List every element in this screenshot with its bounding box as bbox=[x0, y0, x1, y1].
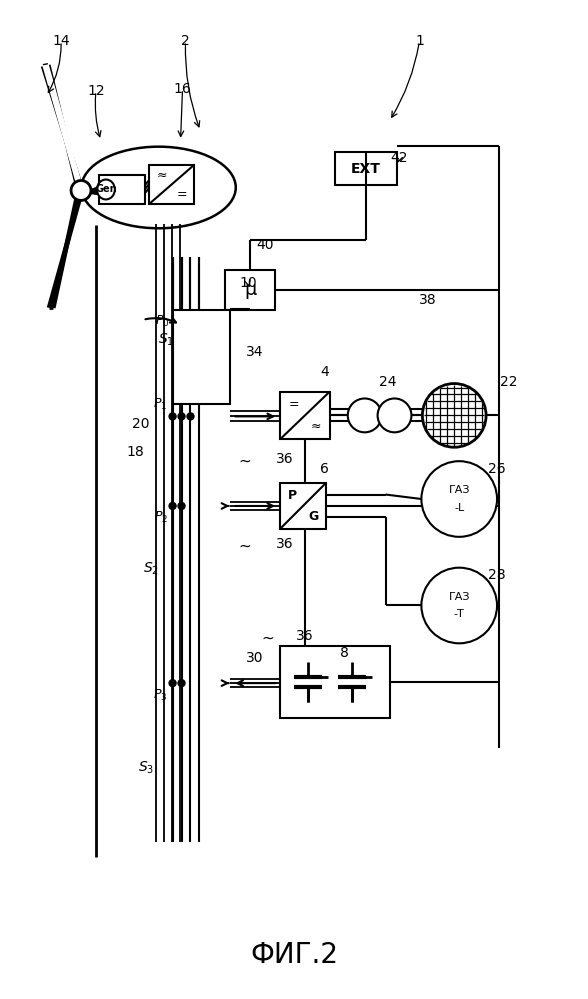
Text: 38: 38 bbox=[419, 293, 436, 307]
Text: =: = bbox=[288, 398, 299, 411]
Text: Gen: Gen bbox=[95, 185, 116, 195]
Ellipse shape bbox=[97, 180, 115, 200]
Text: 4: 4 bbox=[320, 365, 329, 379]
Text: ФИГ.2: ФИГ.2 bbox=[250, 941, 338, 969]
Text: 36: 36 bbox=[276, 536, 294, 550]
Text: $P_2$: $P_2$ bbox=[153, 510, 168, 525]
Bar bbox=[172, 310, 230, 405]
Text: μ: μ bbox=[244, 281, 256, 300]
Circle shape bbox=[178, 679, 185, 686]
Circle shape bbox=[169, 502, 176, 509]
Circle shape bbox=[71, 181, 91, 201]
Circle shape bbox=[178, 413, 185, 420]
Bar bbox=[280, 484, 326, 528]
Text: 10: 10 bbox=[239, 276, 257, 290]
Bar bbox=[335, 152, 396, 186]
Text: ≈: ≈ bbox=[311, 420, 322, 433]
Text: $P_1$: $P_1$ bbox=[153, 397, 168, 412]
Text: 22: 22 bbox=[500, 375, 517, 389]
Text: 12: 12 bbox=[87, 84, 105, 98]
Polygon shape bbox=[43, 65, 82, 189]
Text: ~: ~ bbox=[239, 454, 252, 469]
Text: 6: 6 bbox=[320, 463, 329, 477]
Text: 8: 8 bbox=[340, 646, 349, 660]
Text: 42: 42 bbox=[391, 151, 408, 165]
Text: 28: 28 bbox=[488, 567, 506, 581]
Text: =: = bbox=[177, 188, 188, 201]
Text: 36: 36 bbox=[296, 629, 314, 643]
Text: 26: 26 bbox=[488, 463, 506, 477]
Text: ~: ~ bbox=[239, 538, 252, 553]
Text: 30: 30 bbox=[245, 651, 263, 665]
Text: G: G bbox=[308, 510, 319, 523]
Text: $S_2$: $S_2$ bbox=[143, 560, 159, 576]
Text: $P_3$: $P_3$ bbox=[153, 687, 168, 702]
Text: 1: 1 bbox=[415, 34, 424, 48]
Text: 20: 20 bbox=[132, 418, 149, 432]
Text: 16: 16 bbox=[173, 82, 192, 96]
Bar bbox=[99, 175, 145, 205]
Bar bbox=[280, 646, 389, 718]
Text: 14: 14 bbox=[52, 34, 70, 48]
Text: 36: 36 bbox=[276, 453, 294, 467]
Text: 2: 2 bbox=[181, 34, 190, 48]
Text: P: P bbox=[288, 489, 297, 501]
Bar bbox=[280, 392, 330, 440]
Circle shape bbox=[422, 567, 497, 643]
Circle shape bbox=[348, 399, 382, 433]
Text: ~: ~ bbox=[262, 630, 275, 645]
Text: 40: 40 bbox=[256, 238, 274, 252]
Text: $S_3$: $S_3$ bbox=[138, 759, 154, 776]
Circle shape bbox=[422, 462, 497, 536]
Text: 18: 18 bbox=[127, 446, 145, 460]
Text: ГАЗ: ГАЗ bbox=[449, 591, 470, 601]
Text: 34: 34 bbox=[246, 345, 264, 359]
Circle shape bbox=[178, 502, 185, 509]
Text: $S_1$: $S_1$ bbox=[158, 332, 173, 348]
Bar bbox=[149, 165, 195, 205]
Text: ГАЗ: ГАЗ bbox=[449, 486, 470, 496]
Text: -Т: -Т bbox=[454, 609, 465, 619]
Text: 24: 24 bbox=[379, 375, 396, 389]
Circle shape bbox=[422, 384, 486, 448]
Text: ≈: ≈ bbox=[156, 169, 167, 182]
Circle shape bbox=[187, 413, 194, 420]
Circle shape bbox=[377, 399, 412, 433]
Bar bbox=[225, 270, 275, 310]
Text: EXT: EXT bbox=[350, 162, 380, 176]
Text: -L: -L bbox=[454, 502, 465, 512]
Circle shape bbox=[169, 413, 176, 420]
Text: $P_0$: $P_0$ bbox=[155, 315, 170, 330]
Circle shape bbox=[169, 679, 176, 686]
